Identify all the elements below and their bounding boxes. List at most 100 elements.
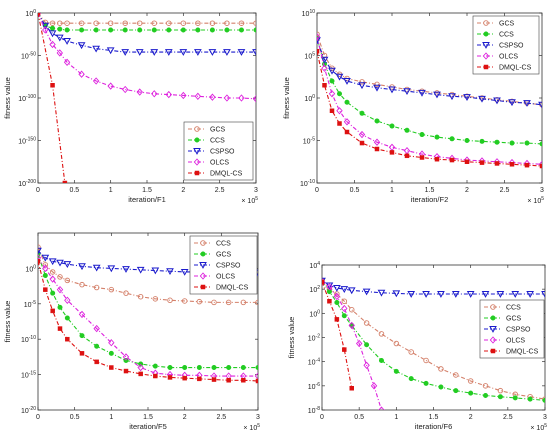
data-point-gcs xyxy=(364,342,370,348)
data-point-cspso xyxy=(106,47,115,55)
legend-label: CSPSO xyxy=(499,43,524,50)
series-line-dmql-cs xyxy=(38,261,258,382)
data-point-olcs xyxy=(151,90,158,98)
x-tick-label: 2 xyxy=(181,187,185,194)
y-tick-label: 100 xyxy=(25,9,36,18)
legend: GCS CCS CSPSO OLCS DMQL-CS xyxy=(472,15,540,75)
data-point-dmql-cs xyxy=(138,371,143,377)
y-tick-label: 10-20 xyxy=(21,406,36,415)
y-tick-label: 102 xyxy=(309,285,320,294)
data-point-cspso xyxy=(223,49,231,56)
data-point-olcs xyxy=(42,264,49,273)
data-point-cspso xyxy=(407,291,416,298)
data-point-gcs xyxy=(334,299,340,305)
data-point-cspso xyxy=(77,42,86,50)
x-tick-label: 0 xyxy=(36,187,40,194)
data-point-cspso xyxy=(320,56,329,64)
y-tick-label: 10-2 xyxy=(308,334,320,343)
data-point-dmql-cs xyxy=(167,375,173,380)
y-tick-label: 100 xyxy=(25,264,36,273)
data-point-cspso xyxy=(48,30,57,38)
legend-marker xyxy=(194,137,200,143)
data-point-cspso xyxy=(478,95,486,103)
data-point-ccs xyxy=(449,136,455,142)
data-point-ccs xyxy=(393,340,400,347)
x-tick-label: 0.5 xyxy=(70,414,80,421)
data-point-gcs xyxy=(79,333,85,339)
data-point-ccs xyxy=(482,383,489,389)
data-point-ccs xyxy=(93,27,99,33)
data-point-olcs xyxy=(136,88,143,96)
data-point-cspso xyxy=(92,45,100,53)
data-point-gcs xyxy=(497,394,503,400)
data-point-dmql-cs xyxy=(419,155,425,160)
data-point-ccs xyxy=(497,387,504,394)
y-tick-label: 10-5 xyxy=(303,137,315,146)
x-axis-multiplier: × 105 xyxy=(530,423,547,432)
data-point-cspso xyxy=(377,289,386,297)
data-point-gcs xyxy=(93,20,99,26)
data-point-olcs xyxy=(56,49,63,57)
data-point-olcs xyxy=(165,90,172,99)
data-point-ccs xyxy=(57,274,63,280)
data-point-gcs xyxy=(151,20,158,26)
data-point-gcs xyxy=(224,20,230,26)
data-point-olcs xyxy=(348,321,355,330)
x-tick-label: 0 xyxy=(36,414,40,421)
data-point-cspso xyxy=(41,22,50,30)
y-tick-label: 10-6 xyxy=(308,382,320,391)
data-point-olcs xyxy=(137,363,144,372)
data-point-gcs xyxy=(226,365,232,371)
data-point-olcs xyxy=(42,26,49,34)
x-axis-multiplier: × 105 xyxy=(241,196,258,205)
data-point-ccs xyxy=(108,27,114,33)
y-tick-label: 10-5 xyxy=(24,300,36,309)
x-tick-label: 2.5 xyxy=(503,414,513,421)
series-group xyxy=(317,31,542,169)
data-point-ccs xyxy=(42,262,49,268)
legend-marker xyxy=(482,52,490,60)
data-point-dmql-cs xyxy=(344,129,350,135)
data-point-dmql-cs xyxy=(211,377,217,382)
series-line-ccs xyxy=(322,280,545,400)
legend-label: DMQL-CS xyxy=(210,171,243,178)
data-point-cspso xyxy=(328,67,336,75)
data-point-cspso xyxy=(237,49,246,56)
data-point-cspso xyxy=(55,34,64,42)
data-point-cspso xyxy=(451,291,460,298)
x-tick-label: 1 xyxy=(390,187,394,194)
legend-marker xyxy=(490,315,496,321)
data-point-olcs xyxy=(64,296,71,304)
data-point-cspso xyxy=(41,254,50,262)
data-point-cspso xyxy=(347,287,356,295)
data-point-gcs xyxy=(64,20,70,26)
data-point-dmql-cs xyxy=(349,386,354,391)
data-point-gcs xyxy=(238,20,245,26)
data-point-ccs xyxy=(108,286,115,293)
data-point-cspso xyxy=(362,288,371,296)
data-point-gcs xyxy=(512,395,518,401)
data-point-olcs xyxy=(63,58,71,66)
legend-marker xyxy=(483,64,489,70)
data-point-cspso xyxy=(541,291,545,298)
data-point-olcs xyxy=(373,138,381,146)
y-tick-label: 100 xyxy=(309,309,320,318)
data-point-ccs xyxy=(344,99,350,105)
data-point-ccs xyxy=(79,27,85,33)
data-point-olcs xyxy=(317,33,321,41)
data-point-ccs xyxy=(211,299,217,306)
data-point-ccs xyxy=(196,298,203,305)
y-tick-label: 1010 xyxy=(302,9,316,18)
legend-label: OLCS xyxy=(499,54,518,61)
data-point-olcs xyxy=(209,93,216,101)
data-point-cspso xyxy=(340,286,349,293)
data-point-olcs xyxy=(180,91,187,100)
data-point-olcs xyxy=(194,92,202,100)
x-tick-label: 3 xyxy=(543,414,547,421)
data-point-ccs xyxy=(93,284,100,291)
y-axis-label: fitness value xyxy=(3,301,12,343)
y-tick-label: 10-15 xyxy=(21,371,36,380)
data-point-olcs xyxy=(363,361,370,369)
data-point-ccs xyxy=(434,134,440,140)
data-point-dmql-cs xyxy=(479,160,485,165)
